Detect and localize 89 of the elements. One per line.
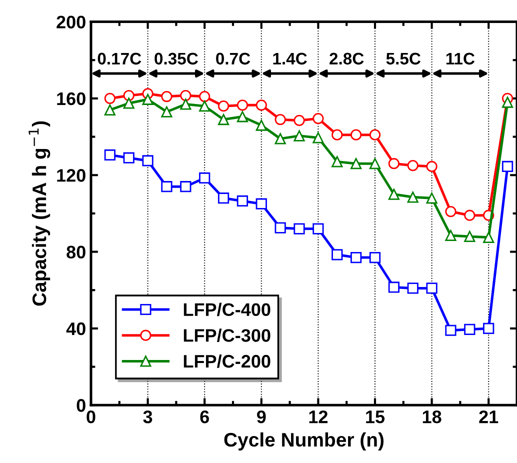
annotation: 0.17C <box>98 52 142 65</box>
point <box>464 324 476 335</box>
point <box>369 129 381 140</box>
legend-label: LFP/C-300 <box>184 328 270 342</box>
point <box>350 129 362 140</box>
point <box>123 90 134 102</box>
point <box>180 181 192 192</box>
point <box>274 114 286 126</box>
point <box>123 98 134 109</box>
point <box>445 230 456 242</box>
point <box>388 282 400 293</box>
point <box>104 149 116 161</box>
annotation: 2.8C <box>330 52 364 65</box>
point <box>426 282 438 294</box>
y-tick-label: 160 <box>57 92 86 106</box>
legend-label: LFP/C-200 <box>184 354 270 368</box>
x-tick-label: 21 <box>479 410 498 424</box>
point <box>123 152 134 164</box>
point <box>312 223 324 234</box>
x-tick-label: 0 <box>86 410 96 424</box>
x-tick-label: 18 <box>422 410 442 424</box>
point <box>407 160 418 172</box>
point <box>161 106 172 118</box>
point <box>445 324 456 336</box>
point <box>332 156 343 168</box>
point <box>236 111 248 122</box>
point <box>502 160 514 172</box>
point <box>369 252 381 264</box>
point <box>294 114 305 126</box>
annotation: 0.7C <box>216 52 250 65</box>
y-tick-label: 80 <box>66 246 86 258</box>
x-tick-label: 15 <box>366 410 385 424</box>
point <box>274 222 286 234</box>
point <box>199 172 210 184</box>
point <box>236 195 248 207</box>
point <box>464 210 476 221</box>
point <box>502 96 514 108</box>
point <box>142 155 154 166</box>
point <box>104 92 116 104</box>
point <box>332 249 343 260</box>
point <box>142 94 154 105</box>
point <box>199 90 210 102</box>
x-tick-label: 12 <box>309 410 328 424</box>
point <box>350 252 362 264</box>
point <box>388 158 400 170</box>
point <box>312 132 324 144</box>
legend-label: LFP/C-400 <box>184 302 270 316</box>
annotation: 1.4C <box>273 52 307 65</box>
point <box>180 90 192 102</box>
point <box>256 198 267 210</box>
annotation: 5.5C <box>386 52 421 65</box>
point <box>161 90 172 102</box>
point <box>483 322 494 334</box>
x-tick-label: 3 <box>143 410 152 424</box>
y-tick-label: 0 <box>76 399 86 412</box>
point <box>104 104 116 116</box>
point <box>218 114 230 126</box>
x-tick-label: 6 <box>200 410 209 424</box>
point <box>256 120 267 131</box>
point <box>236 100 248 111</box>
point <box>445 206 456 218</box>
point <box>256 100 267 111</box>
point <box>483 232 494 243</box>
annotation: 0.35C <box>154 52 198 65</box>
point <box>199 100 210 112</box>
point <box>407 282 418 294</box>
point <box>312 113 324 124</box>
y-axis-title: Capacity (mA h g$^{−1}$) <box>28 121 50 306</box>
point <box>218 192 230 204</box>
y-tick-label: 200 <box>56 16 86 28</box>
point <box>274 133 286 144</box>
point <box>161 181 172 192</box>
point <box>388 188 400 200</box>
point <box>426 160 438 172</box>
x-tick-label: 9 <box>257 410 266 424</box>
point <box>407 192 418 203</box>
point <box>180 98 192 110</box>
x-axis-title: Cycle Number (n) <box>224 432 384 450</box>
point <box>426 192 438 204</box>
point <box>332 129 343 140</box>
point <box>464 230 476 242</box>
point <box>350 158 362 170</box>
y-tick-label: 40 <box>66 322 86 336</box>
point <box>369 158 381 170</box>
annotation: 11C <box>446 52 475 65</box>
point <box>218 100 230 112</box>
y-tick-label: 120 <box>57 169 86 182</box>
point <box>294 130 305 142</box>
point <box>294 223 305 234</box>
